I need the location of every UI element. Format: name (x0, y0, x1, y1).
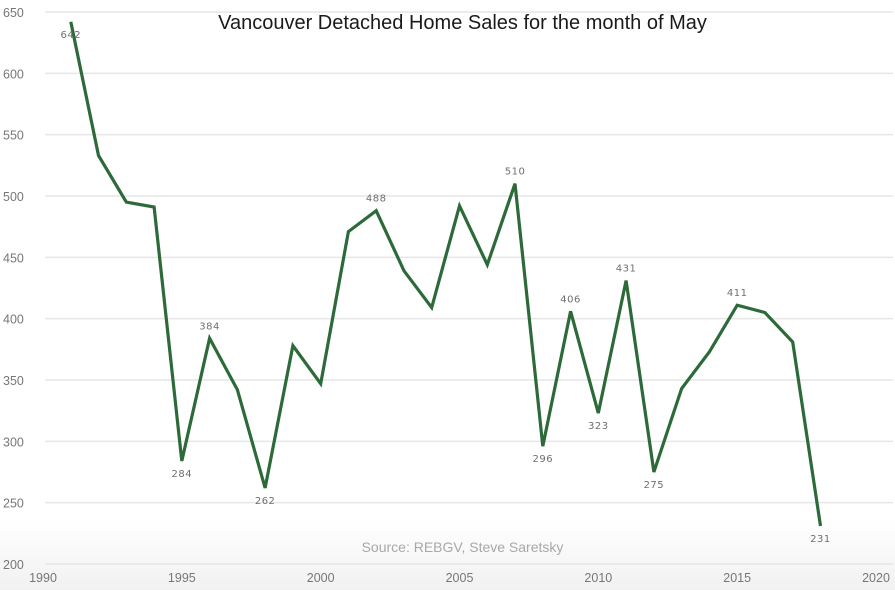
data-labels: 642 284 384 262 488 510 296 406 323 431 275 411 231 (60, 30, 830, 545)
y-tick-label: 300 (3, 435, 24, 449)
data-label: 642 (60, 30, 81, 41)
data-label: 411 (727, 288, 748, 299)
data-label: 262 (255, 496, 276, 507)
data-label: 296 (533, 454, 554, 465)
x-tick-label: 2015 (723, 571, 751, 585)
y-tick-label: 450 (3, 251, 24, 265)
data-label: 275 (644, 480, 665, 491)
data-label: 284 (172, 469, 193, 480)
x-tick-label: 1990 (29, 571, 57, 585)
data-label: 231 (810, 534, 831, 545)
sales-line (69, 21, 823, 527)
y-tick-label: 550 (3, 129, 24, 143)
x-tick-label: 2000 (307, 571, 335, 585)
data-label: 510 (505, 167, 526, 178)
y-tick-label: 500 (3, 190, 24, 204)
x-tick-label: 2010 (584, 571, 612, 585)
x-tick-label: 2005 (446, 571, 474, 585)
y-axis-ticks: 200 250 300 350 400 450 500 550 600 650 (3, 6, 24, 572)
chart-title: Vancouver Detached Home Sales for the mo… (218, 12, 707, 34)
y-tick-label: 350 (3, 374, 24, 388)
y-tick-label: 250 (3, 497, 24, 511)
x-axis-ticks: 1990 1995 2000 2005 2010 2015 2020 (29, 571, 890, 585)
gridlines (45, 11, 893, 565)
source-note: Source: REBGV, Steve Saretsky (361, 539, 564, 555)
y-tick-label: 200 (3, 558, 24, 572)
y-tick-label: 600 (3, 67, 24, 81)
data-label: 406 (560, 294, 581, 305)
y-tick-label: 400 (3, 313, 24, 327)
data-label: 323 (588, 421, 609, 432)
y-tick-label: 650 (3, 6, 24, 20)
x-tick-label: 1995 (168, 571, 196, 585)
data-label: 384 (199, 321, 220, 332)
data-label: 431 (616, 264, 637, 275)
data-label: 488 (366, 194, 387, 205)
x-tick-label: 2020 (862, 571, 890, 585)
